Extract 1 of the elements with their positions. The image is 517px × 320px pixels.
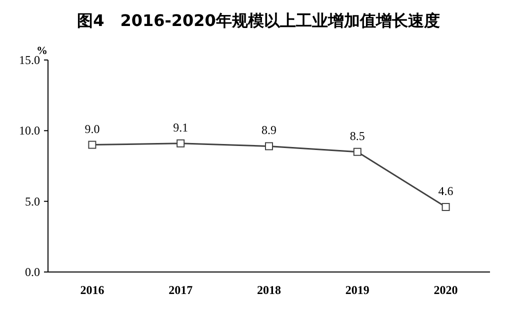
title: 图4 2016-2020年规模以上工业增加值增长速度 — [77, 11, 440, 30]
